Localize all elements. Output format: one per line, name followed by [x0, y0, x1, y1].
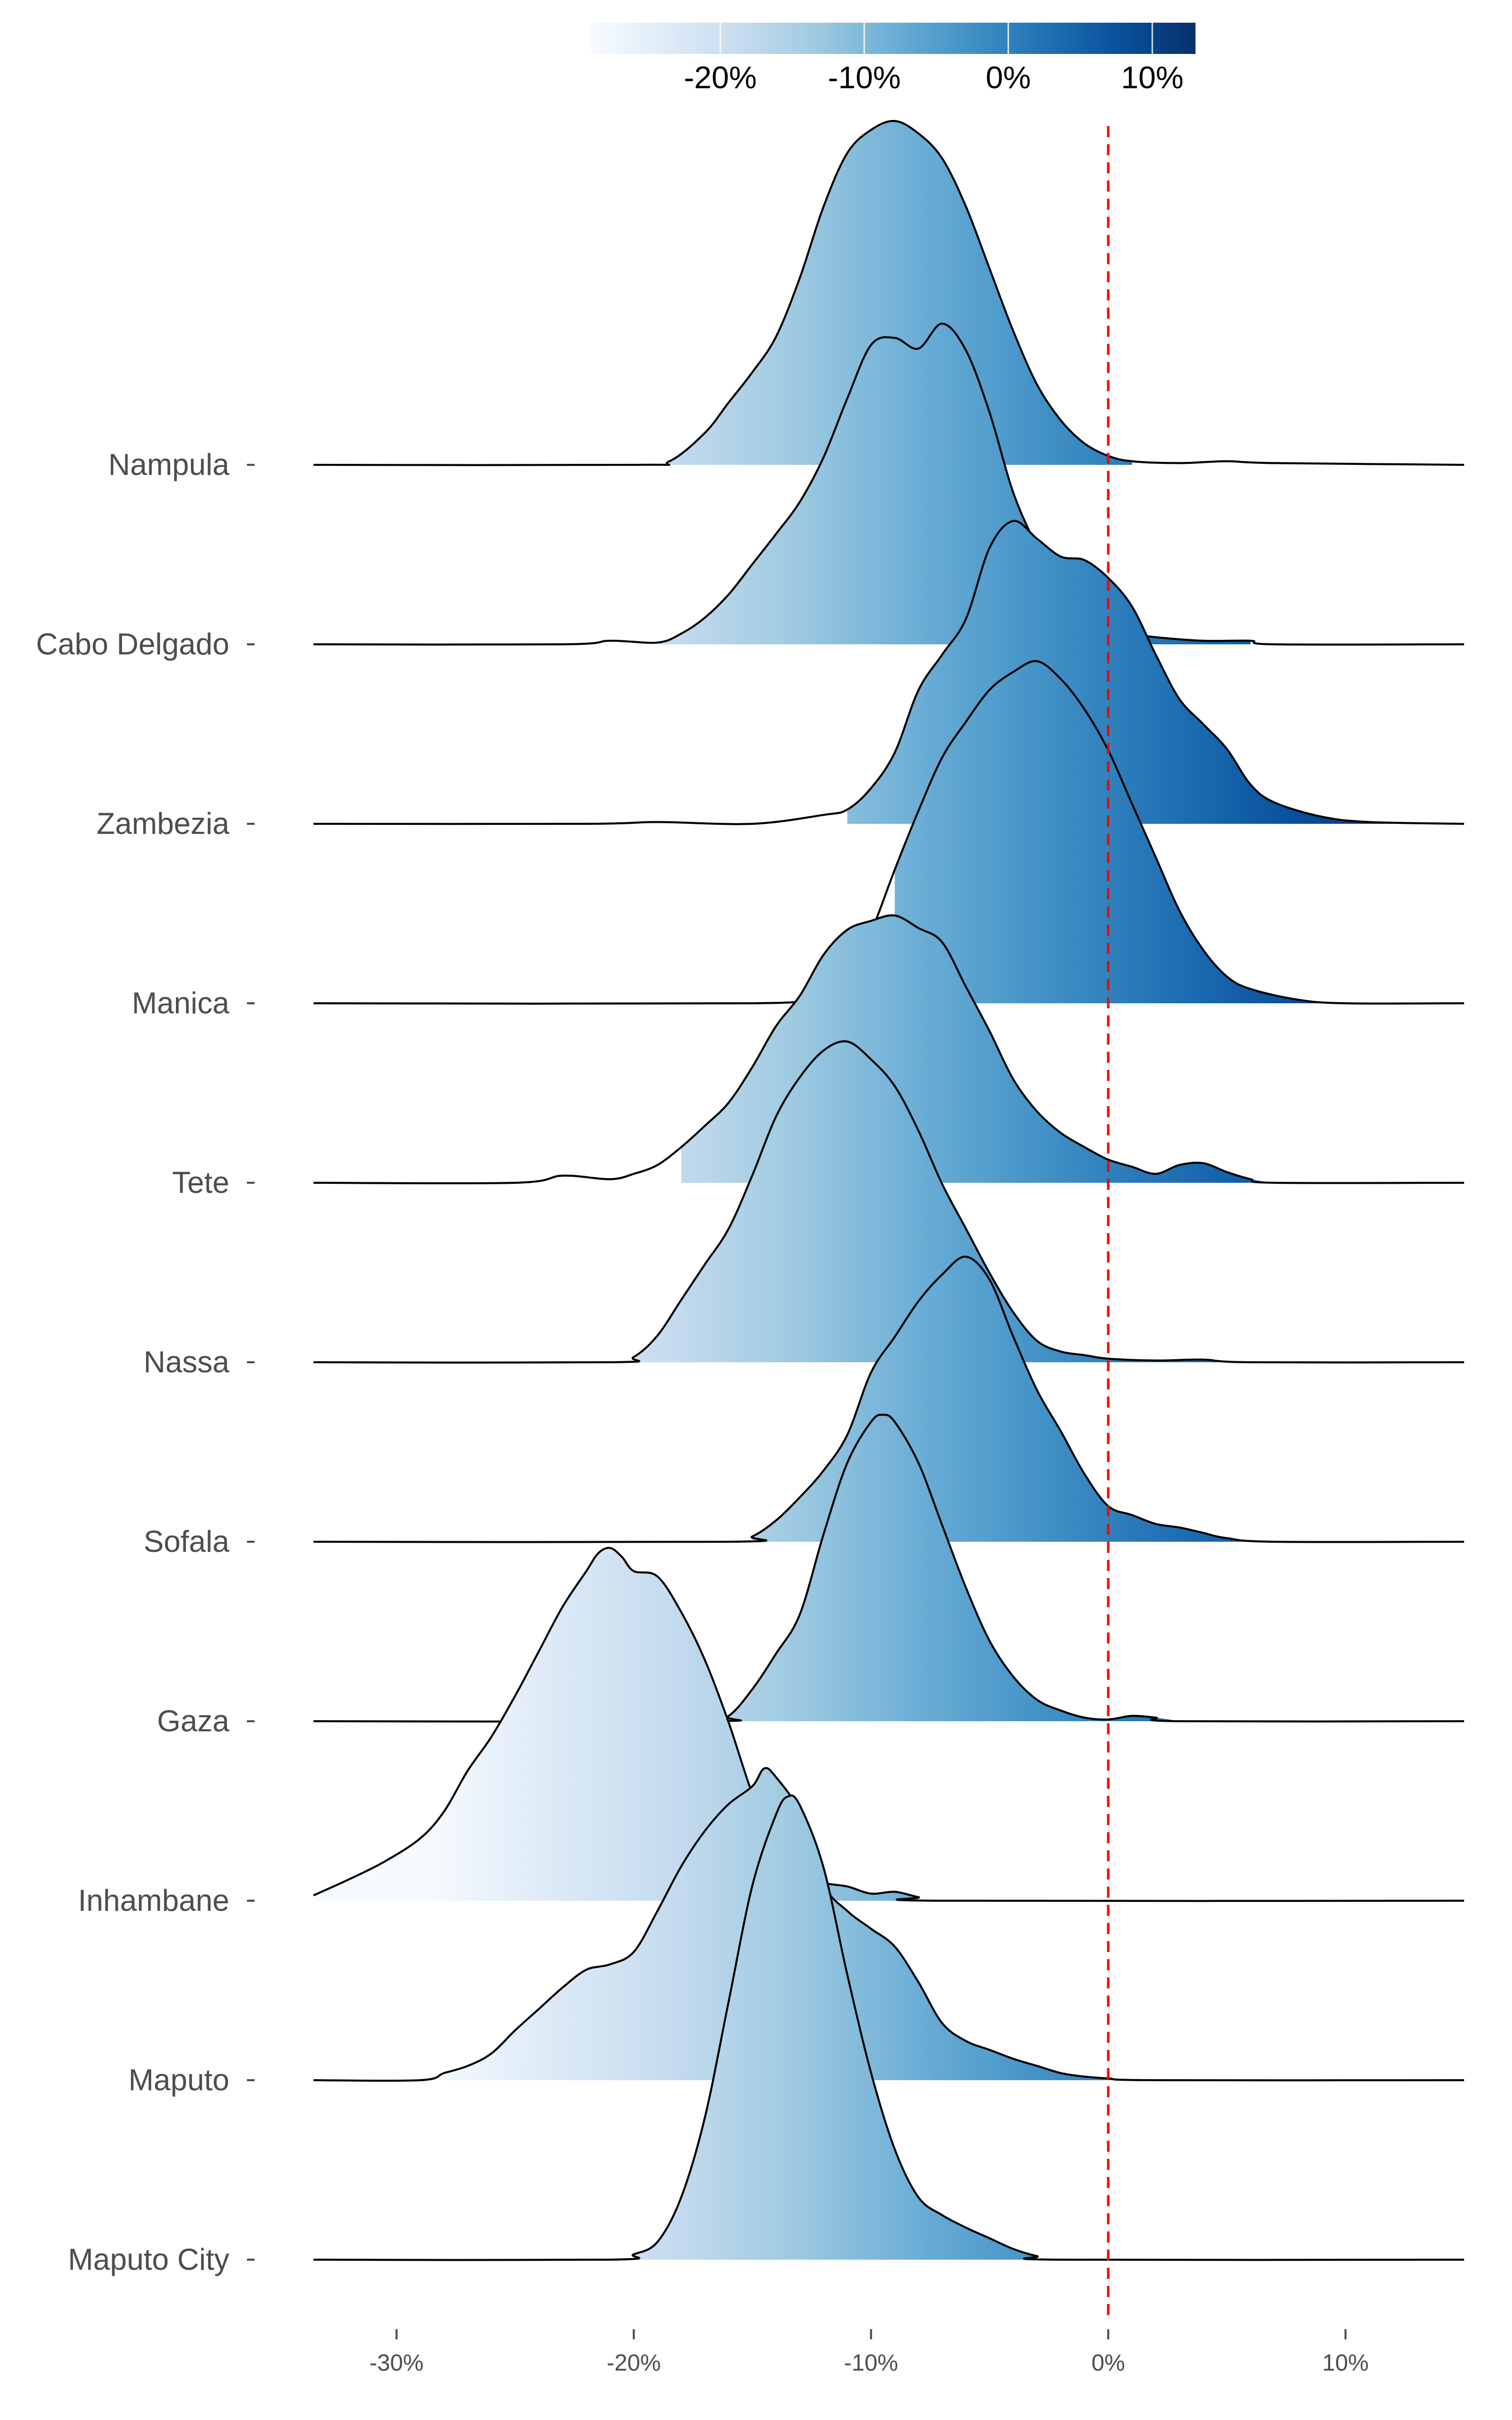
y-tick-label: Manica: [132, 986, 230, 1020]
ridge-fill-nassa: [634, 1041, 1251, 1362]
ridge-nampula: [313, 119, 1465, 466]
y-tick-label: Zambezia: [97, 807, 230, 840]
ridge-gaza: [313, 1414, 1465, 1723]
x-tick-label: 10%: [1322, 2349, 1369, 2376]
y-tick-label: Nampula: [108, 448, 230, 481]
x-tick-label: 0%: [1092, 2349, 1125, 2376]
ridges: [313, 119, 1465, 2261]
y-tick-label: Nassa: [144, 1345, 230, 1379]
y-tick-label: Inhambane: [78, 1884, 229, 1917]
ridge-fill-inhambane: [313, 1548, 919, 1901]
ridge-outline-zambezia: [313, 520, 1465, 825]
x-axis: -30% -20% -10% 0% 10%: [369, 2329, 1369, 2376]
ridge-outline-tete: [313, 914, 1465, 1185]
y-tick-label: Gaza: [157, 1704, 230, 1738]
ridge-outline-maputo-city: [313, 1794, 1465, 2261]
ridge-outline-nassa: [313, 1040, 1465, 1364]
ridge-fill-maputo-city: [634, 1795, 1037, 2260]
ridge-inhambane: [313, 1547, 1465, 1902]
ridge-cabo-delgado: [313, 322, 1465, 646]
ridge-outline-gaza: [313, 1414, 1465, 1723]
y-axis: Nampula Cabo Delgado Zambezia Manica Tete Nas…: [36, 448, 255, 2276]
ridge-outline-sofala: [313, 1255, 1465, 1543]
x-tick-label: -20%: [607, 2349, 661, 2376]
x-tick-label: -10%: [844, 2349, 898, 2376]
ridge-outline-cabo-delgado: [313, 322, 1465, 646]
ridge-fill-cabo-delgado: [657, 323, 1251, 644]
ridge-maputo-city: [313, 1794, 1465, 2261]
ridge-fill-manica: [895, 661, 1346, 1003]
y-tick-label: Sofala: [144, 1525, 230, 1558]
colorbar-tick-label: 0%: [986, 60, 1031, 95]
ridge-nassa: [313, 1040, 1465, 1364]
colorbar-tick-label: -10%: [828, 60, 901, 95]
y-tick-label: Cabo Delgado: [36, 627, 229, 661]
colorbar-legend: -20% -10% 0% 10%: [591, 23, 1195, 95]
ridge-outline-nampula: [313, 119, 1465, 466]
colorbar-ticks: -20% -10% 0% 10%: [684, 23, 1183, 95]
y-tick-label: Maputo: [129, 2063, 229, 2097]
x-tick-label: -30%: [369, 2349, 423, 2376]
colorbar-tick-label: 10%: [1121, 60, 1183, 95]
colorbar-tick-label: -20%: [684, 60, 757, 95]
ridge-outline-inhambane: [313, 1547, 1465, 1902]
colorbar: [591, 23, 1195, 54]
y-tick-label: Maputo City: [68, 2243, 229, 2276]
ridge-fill-gaza: [728, 1415, 1180, 1721]
ridge-fill-nampula: [669, 120, 1132, 465]
ridge-outline-maputo: [313, 1767, 1465, 2082]
y-tick-label: Tete: [172, 1166, 229, 1199]
